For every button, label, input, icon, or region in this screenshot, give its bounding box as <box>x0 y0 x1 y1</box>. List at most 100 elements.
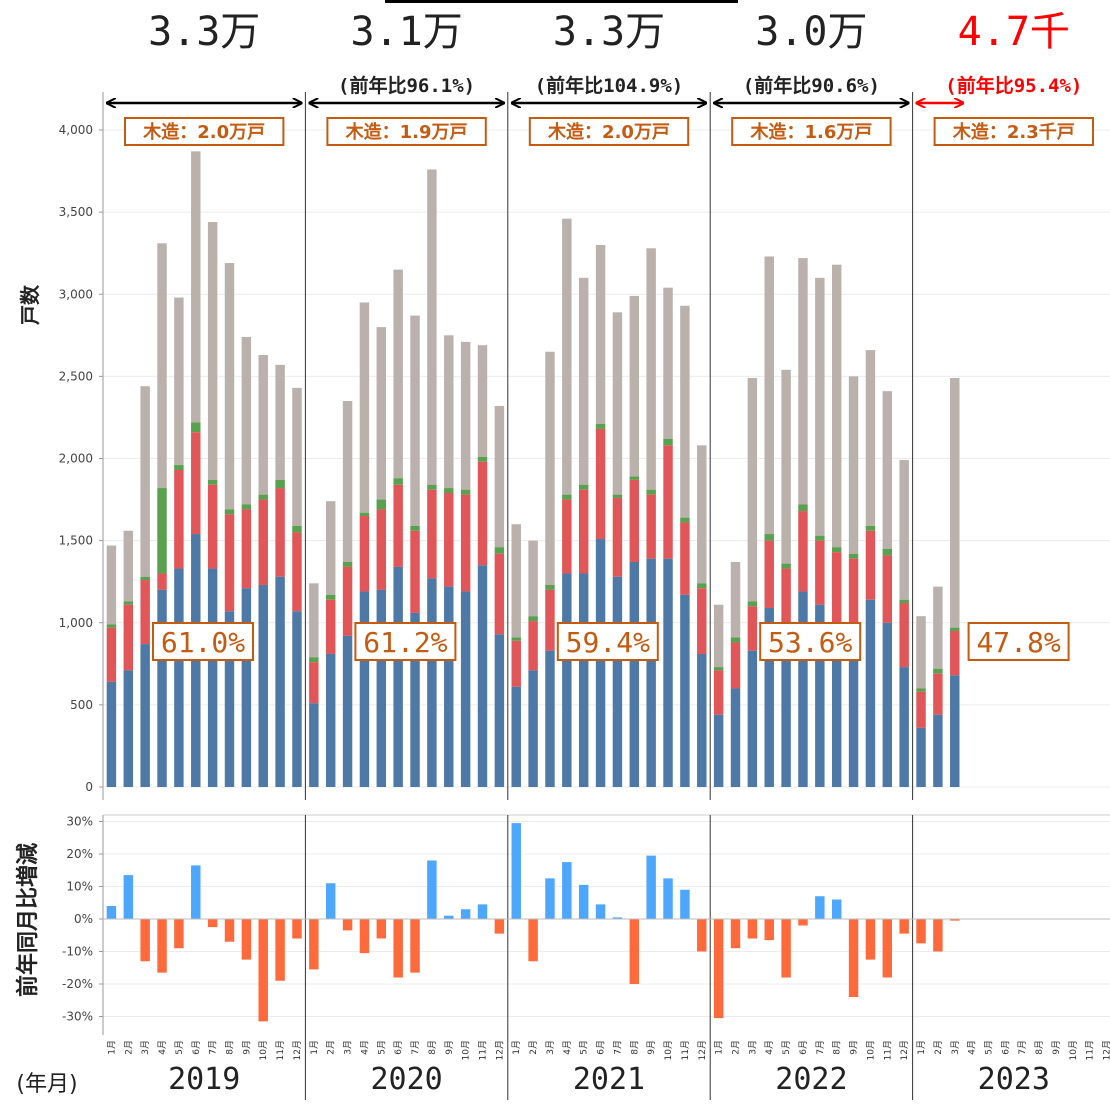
year-total: 3.1万 <box>350 9 462 55</box>
bar-segment <box>292 532 301 611</box>
bar-segment <box>157 573 166 589</box>
wood-label: 木造：2.0万戸 <box>142 121 265 143</box>
month-label: 2月 <box>933 1040 944 1055</box>
bar-segment <box>343 636 352 787</box>
bar-segment <box>630 296 639 477</box>
bar-segment <box>377 590 386 787</box>
bar-segment <box>444 587 453 787</box>
bar-segment <box>360 302 369 512</box>
bar-segment <box>899 667 908 787</box>
bar-segment <box>478 457 487 462</box>
yoy-bar <box>309 919 318 969</box>
yoy-bar <box>512 823 521 919</box>
yoy-bar <box>157 919 166 973</box>
month-label: 5月 <box>781 1040 792 1055</box>
bar-segment <box>630 480 639 562</box>
bar-segment <box>731 562 740 638</box>
bar-segment <box>140 577 149 580</box>
bar-segment <box>512 641 521 687</box>
bar-segment <box>950 378 959 628</box>
y-tick-label: 1,500 <box>59 534 93 548</box>
bar-segment <box>292 526 301 533</box>
yoy-bar <box>916 919 925 943</box>
yoy-bar <box>630 919 639 984</box>
wood-label: 木造：2.3千戸 <box>952 121 1075 143</box>
bar-segment <box>731 638 740 643</box>
bar-segment <box>528 616 537 621</box>
month-label: 5月 <box>984 1040 995 1055</box>
bar-segment <box>798 511 807 591</box>
bar-segment <box>495 634 504 787</box>
bar-segment <box>309 703 318 787</box>
month-label: 4月 <box>562 1040 573 1055</box>
y-axis-title: 戸数 <box>18 284 42 325</box>
yoy-label: (前年比96.1%) <box>338 74 475 97</box>
bar-segment <box>208 569 217 787</box>
bar-segment <box>225 509 234 514</box>
bar-segment <box>174 569 183 787</box>
bar-segment <box>933 669 942 674</box>
month-label: 9月 <box>646 1040 657 1055</box>
month-label: 1月 <box>106 1040 117 1055</box>
bar-segment <box>157 243 166 488</box>
month-label: 5月 <box>174 1040 185 1055</box>
bar-segment <box>410 526 419 531</box>
yoy-bar <box>528 919 537 961</box>
bar-segment <box>815 278 824 536</box>
yoy-bar <box>259 919 268 1021</box>
bar-segment <box>731 688 740 787</box>
yoy-bar <box>579 885 588 919</box>
bar-segment <box>107 546 116 625</box>
bar-segment <box>107 624 116 627</box>
bar-segment <box>360 592 369 787</box>
month-label: 6月 <box>1000 1040 1011 1055</box>
bar-segment <box>140 580 149 644</box>
bar-segment <box>916 688 925 691</box>
bar-segment <box>242 509 251 588</box>
bar-segment <box>259 585 268 787</box>
month-label: 11月 <box>1085 1040 1096 1060</box>
year-label: 2023 <box>978 1062 1050 1097</box>
bar-segment <box>680 518 689 523</box>
bar-segment <box>680 306 689 518</box>
bar-segment <box>933 674 942 715</box>
bar-segment <box>916 692 925 728</box>
yoy-bar <box>933 919 942 952</box>
bar-segment <box>714 715 723 787</box>
year-total: 3.0万 <box>755 9 867 55</box>
bar-segment <box>107 628 116 682</box>
bar-segment <box>849 639 858 787</box>
month-label: 3月 <box>343 1040 354 1055</box>
bar-segment <box>849 554 858 559</box>
month-label: 7月 <box>612 1040 623 1055</box>
y-tick-label: -10% <box>62 945 93 959</box>
y-tick-label: 2,500 <box>59 369 93 383</box>
bar-segment <box>815 541 824 605</box>
bar-segment <box>866 350 875 526</box>
bar-segment <box>275 577 284 787</box>
share-label: 61.0% <box>161 626 245 659</box>
bar-segment <box>495 406 504 547</box>
bar-segment <box>191 422 200 432</box>
month-label: 10月 <box>258 1040 269 1060</box>
month-label: 8月 <box>832 1040 843 1055</box>
bar-segment <box>663 288 672 439</box>
bar-segment <box>259 500 268 585</box>
bar-segment <box>798 592 807 787</box>
month-label: 11月 <box>680 1040 691 1060</box>
y-tick-label: 1,000 <box>59 616 93 630</box>
bar-segment <box>646 490 655 495</box>
bar-segment <box>545 590 554 651</box>
bar-segment <box>545 651 554 787</box>
bar-segment <box>680 595 689 787</box>
yoy-bar <box>275 919 284 981</box>
yoy-bar <box>714 919 723 1018</box>
bar-segment <box>393 485 402 567</box>
month-label: 10月 <box>865 1040 876 1060</box>
bar-segment <box>495 547 504 554</box>
month-label: 4月 <box>157 1040 168 1055</box>
yoy-bar <box>815 896 824 919</box>
yoy-bar <box>798 919 807 926</box>
bar-segment <box>781 569 790 630</box>
bar-segment <box>562 495 571 500</box>
